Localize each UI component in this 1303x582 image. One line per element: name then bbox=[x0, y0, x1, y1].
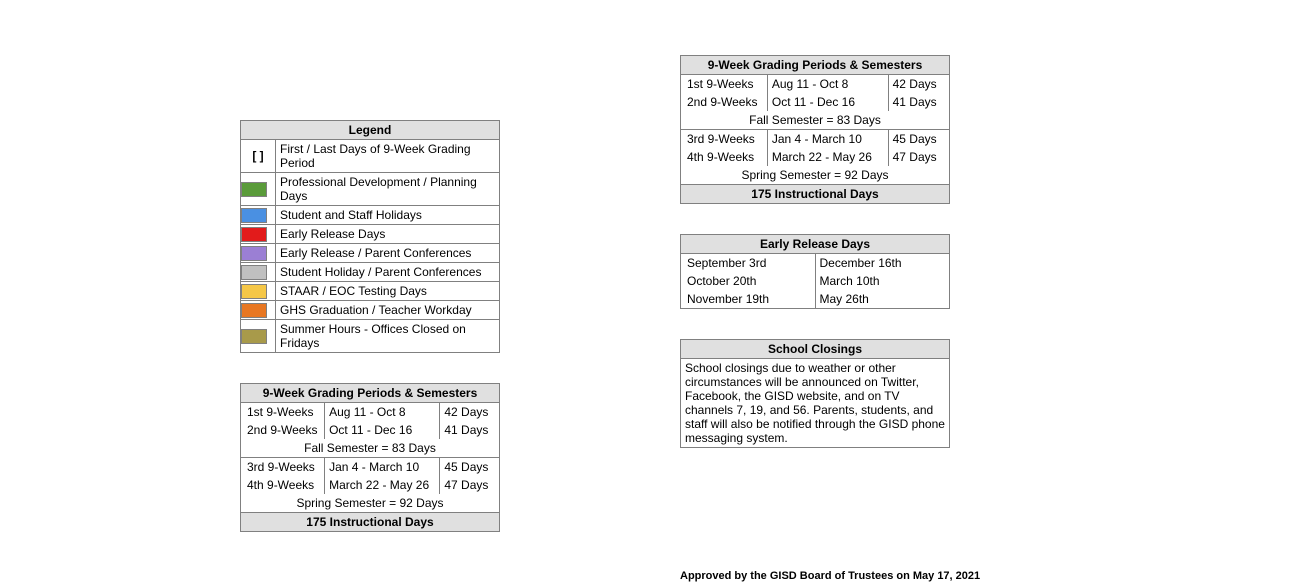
grading-cell: 4th 9-Weeks bbox=[241, 476, 325, 494]
legend-label: Summer Hours - Offices Closed on Fridays bbox=[276, 320, 500, 353]
grading-cell: March 22 - May 26 bbox=[325, 476, 440, 494]
legend-swatch bbox=[241, 206, 276, 225]
grading-cell: 2nd 9-Weeks bbox=[241, 421, 325, 439]
school-closings-title: School Closings bbox=[681, 340, 950, 359]
legend-label: Student and Staff Holidays bbox=[276, 206, 500, 225]
grading-header: 175 Instructional Days bbox=[241, 513, 500, 532]
early-release-cell: March 10th bbox=[815, 272, 950, 290]
school-closings-table: School Closings School closings due to w… bbox=[680, 339, 950, 448]
grading-cell: 41 Days bbox=[440, 421, 500, 439]
grading-cell: March 22 - May 26 bbox=[767, 148, 888, 166]
legend-swatch bbox=[241, 320, 276, 353]
grading-subtotal: Fall Semester = 83 Days bbox=[681, 111, 950, 130]
grading-cell: 45 Days bbox=[888, 130, 949, 149]
legend-label: Early Release Days bbox=[276, 225, 500, 244]
legend-swatch bbox=[241, 173, 276, 206]
grading-cell: 42 Days bbox=[888, 75, 949, 94]
legend-label: Student Holiday / Parent Conferences bbox=[276, 263, 500, 282]
grading-cell: Oct 11 - Dec 16 bbox=[767, 93, 888, 111]
legend-swatch: [ ] bbox=[241, 140, 276, 173]
early-release-title: Early Release Days bbox=[681, 235, 950, 254]
legend-label: GHS Graduation / Teacher Workday bbox=[276, 301, 500, 320]
grading-cell: Jan 4 - March 10 bbox=[767, 130, 888, 149]
grading-header: 9-Week Grading Periods & Semesters bbox=[241, 384, 500, 403]
legend-label: Professional Development / Planning Days bbox=[276, 173, 500, 206]
grading-periods-table-left: 9-Week Grading Periods & Semesters1st 9-… bbox=[240, 383, 500, 532]
grading-cell: 1st 9-Weeks bbox=[241, 403, 325, 422]
early-release-cell: December 16th bbox=[815, 254, 950, 273]
grading-cell: 42 Days bbox=[440, 403, 500, 422]
grading-periods-table-right: 9-Week Grading Periods & Semesters1st 9-… bbox=[680, 55, 950, 204]
grading-cell: 1st 9-Weeks bbox=[681, 75, 768, 94]
legend-swatch bbox=[241, 225, 276, 244]
grading-header: 175 Instructional Days bbox=[681, 185, 950, 204]
legend-table: Legend [ ]First / Last Days of 9-Week Gr… bbox=[240, 120, 500, 353]
grading-cell: 41 Days bbox=[888, 93, 949, 111]
grading-subtotal: Spring Semester = 92 Days bbox=[681, 166, 950, 185]
early-release-cell: October 20th bbox=[681, 272, 816, 290]
grading-cell: 45 Days bbox=[440, 458, 500, 477]
early-release-cell: November 19th bbox=[681, 290, 816, 309]
legend-swatch bbox=[241, 263, 276, 282]
grading-subtotal: Spring Semester = 92 Days bbox=[241, 494, 500, 513]
school-closings-body: School closings due to weather or other … bbox=[681, 359, 950, 448]
grading-cell: 47 Days bbox=[888, 148, 949, 166]
grading-cell: Aug 11 - Oct 8 bbox=[325, 403, 440, 422]
grading-cell: Oct 11 - Dec 16 bbox=[325, 421, 440, 439]
legend-label: STAAR / EOC Testing Days bbox=[276, 282, 500, 301]
early-release-cell: September 3rd bbox=[681, 254, 816, 273]
legend-swatch bbox=[241, 282, 276, 301]
grading-cell: 3rd 9-Weeks bbox=[241, 458, 325, 477]
legend-label: Early Release / Parent Conferences bbox=[276, 244, 500, 263]
early-release-table: Early Release Days September 3rdDecember… bbox=[680, 234, 950, 309]
early-release-cell: May 26th bbox=[815, 290, 950, 309]
legend-swatch bbox=[241, 301, 276, 320]
grading-cell: 3rd 9-Weeks bbox=[681, 130, 768, 149]
grading-cell: 2nd 9-Weeks bbox=[681, 93, 768, 111]
grading-header: 9-Week Grading Periods & Semesters bbox=[681, 56, 950, 75]
grading-subtotal: Fall Semester = 83 Days bbox=[241, 439, 500, 458]
footer-approval: Approved by the GISD Board of Trustees o… bbox=[680, 570, 980, 582]
grading-cell: Aug 11 - Oct 8 bbox=[767, 75, 888, 94]
grading-cell: 47 Days bbox=[440, 476, 500, 494]
grading-cell: Jan 4 - March 10 bbox=[325, 458, 440, 477]
grading-cell: 4th 9-Weeks bbox=[681, 148, 768, 166]
legend-title: Legend bbox=[241, 121, 500, 140]
legend-swatch bbox=[241, 244, 276, 263]
legend-label: First / Last Days of 9-Week Grading Peri… bbox=[276, 140, 500, 173]
